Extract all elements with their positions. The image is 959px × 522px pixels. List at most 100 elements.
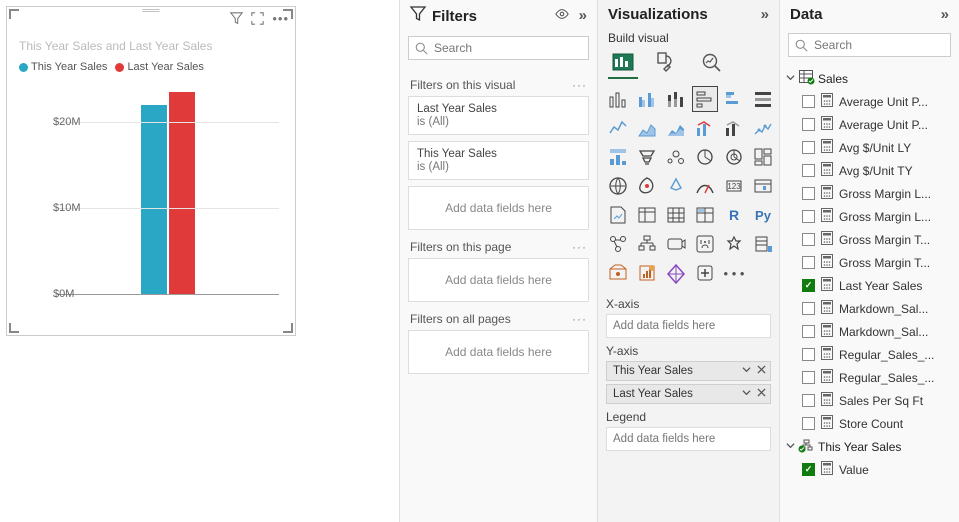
viz-type-icon[interactable] [664, 174, 688, 198]
viz-type-icon[interactable] [606, 145, 630, 169]
field-checkbox[interactable]: ✓ [802, 279, 815, 292]
viz-type-icon[interactable] [635, 145, 659, 169]
field-checkbox[interactable] [802, 417, 815, 430]
viz-type-icon[interactable] [606, 174, 630, 198]
viz-type-icon[interactable] [635, 261, 659, 285]
focus-mode-icon[interactable] [251, 12, 264, 25]
data-field-item[interactable]: Markdown_Sal... [784, 320, 955, 343]
legend-well[interactable]: Add data fields here [606, 427, 771, 451]
collapse-pane-icon[interactable]: » [579, 7, 587, 25]
viz-type-icon[interactable] [751, 87, 775, 111]
viz-type-icon[interactable]: 123 [722, 174, 746, 198]
build-visual-tab[interactable] [608, 49, 638, 79]
viz-type-icon[interactable] [751, 232, 775, 256]
data-field-item[interactable]: Gross Margin T... [784, 228, 955, 251]
collapse-pane-icon[interactable]: » [761, 6, 769, 23]
chart-bar[interactable] [141, 105, 167, 294]
data-field-item[interactable]: Gross Margin L... [784, 205, 955, 228]
viz-type-icon[interactable] [693, 145, 717, 169]
remove-icon[interactable] [757, 388, 766, 400]
field-checkbox[interactable] [802, 118, 815, 131]
field-checkbox[interactable] [802, 233, 815, 246]
filter-card[interactable]: This Year Salesis (All) [408, 141, 589, 180]
format-visual-tab[interactable] [652, 49, 682, 79]
viz-type-icon[interactable] [693, 232, 717, 256]
viz-type-icon[interactable] [635, 116, 659, 140]
data-field-item[interactable]: Gross Margin T... [784, 251, 955, 274]
viz-type-icon[interactable] [693, 174, 717, 198]
chevron-down-icon[interactable] [742, 388, 751, 400]
data-field-item[interactable]: Average Unit P... [784, 113, 955, 136]
field-checkbox[interactable] [802, 210, 815, 223]
data-field-item[interactable]: Store Count [784, 412, 955, 435]
more-visuals-icon[interactable]: • • • [722, 261, 746, 285]
field-checkbox[interactable] [802, 348, 815, 361]
chevron-down-icon[interactable] [742, 365, 751, 377]
viz-type-icon[interactable] [751, 116, 775, 140]
viz-type-icon[interactable] [693, 116, 717, 140]
data-field-item[interactable]: ✓Value [784, 458, 955, 481]
analytics-tab[interactable] [696, 49, 726, 79]
more-icon[interactable]: ··· [572, 240, 587, 254]
viz-type-icon[interactable] [664, 116, 688, 140]
more-options-icon[interactable]: ••• [272, 11, 289, 26]
viz-type-icon[interactable] [751, 145, 775, 169]
viz-type-icon[interactable] [635, 87, 659, 111]
more-icon[interactable]: ··· [572, 78, 587, 92]
field-checkbox[interactable] [802, 394, 815, 407]
data-table-group[interactable]: This Year Sales [784, 435, 955, 458]
data-field-item[interactable]: Gross Margin L... [784, 182, 955, 205]
viz-type-icon[interactable]: R [722, 203, 746, 227]
viz-type-icon[interactable] [606, 87, 630, 111]
field-checkbox[interactable] [802, 95, 815, 108]
viz-type-icon[interactable] [722, 232, 746, 256]
more-icon[interactable]: ··· [572, 312, 587, 326]
data-field-item[interactable]: Avg $/Unit LY [784, 136, 955, 159]
viz-type-icon[interactable] [664, 203, 688, 227]
data-field-item[interactable]: Avg $/Unit TY [784, 159, 955, 182]
field-checkbox[interactable] [802, 325, 815, 338]
viz-type-icon[interactable] [635, 232, 659, 256]
data-field-item[interactable]: Markdown_Sal... [784, 297, 955, 320]
eye-icon[interactable] [555, 7, 569, 25]
field-checkbox[interactable] [802, 164, 815, 177]
field-checkbox[interactable] [802, 256, 815, 269]
viz-type-icon[interactable] [606, 232, 630, 256]
remove-icon[interactable] [757, 365, 766, 377]
field-checkbox[interactable] [802, 302, 815, 315]
report-canvas[interactable]: ══ ••• This Year Sales and Last Year Sal… [0, 0, 399, 522]
field-checkbox[interactable]: ✓ [802, 463, 815, 476]
filters-all-dropzone[interactable]: Add data fields here [408, 330, 589, 374]
viz-type-icon[interactable]: Py [751, 203, 775, 227]
viz-type-icon[interactable] [722, 87, 746, 111]
viz-type-icon[interactable] [693, 261, 717, 285]
data-field-item[interactable]: Regular_Sales_... [784, 343, 955, 366]
viz-type-icon[interactable] [693, 203, 717, 227]
x-axis-well[interactable]: Add data fields here [606, 314, 771, 338]
data-search-input[interactable]: Search [788, 33, 951, 57]
data-table-group[interactable]: Sales [784, 67, 955, 90]
viz-type-icon[interactable] [664, 87, 688, 111]
viz-type-icon[interactable] [664, 261, 688, 285]
filters-visual-dropzone[interactable]: Add data fields here [408, 186, 589, 230]
field-checkbox[interactable] [802, 141, 815, 154]
viz-type-icon[interactable] [664, 232, 688, 256]
viz-type-icon[interactable] [635, 174, 659, 198]
viz-type-icon[interactable] [722, 116, 746, 140]
filter-icon[interactable] [230, 12, 243, 25]
chart-visual-tile[interactable]: ══ ••• This Year Sales and Last Year Sal… [6, 6, 296, 336]
field-chip[interactable]: Last Year Sales [606, 384, 771, 404]
viz-type-icon[interactable] [606, 203, 630, 227]
viz-type-icon[interactable] [722, 145, 746, 169]
data-field-item[interactable]: Sales Per Sq Ft [784, 389, 955, 412]
viz-type-icon[interactable] [693, 87, 717, 111]
viz-type-icon[interactable] [664, 145, 688, 169]
data-field-item[interactable]: ✓Last Year Sales [784, 274, 955, 297]
drag-handle-icon[interactable]: ══ [142, 6, 159, 14]
field-chip[interactable]: This Year Sales [606, 361, 771, 381]
viz-type-icon[interactable] [606, 116, 630, 140]
field-checkbox[interactable] [802, 187, 815, 200]
data-field-item[interactable]: Average Unit P... [784, 90, 955, 113]
filter-card[interactable]: Last Year Salesis (All) [408, 96, 589, 135]
data-field-item[interactable]: Regular_Sales_... [784, 366, 955, 389]
